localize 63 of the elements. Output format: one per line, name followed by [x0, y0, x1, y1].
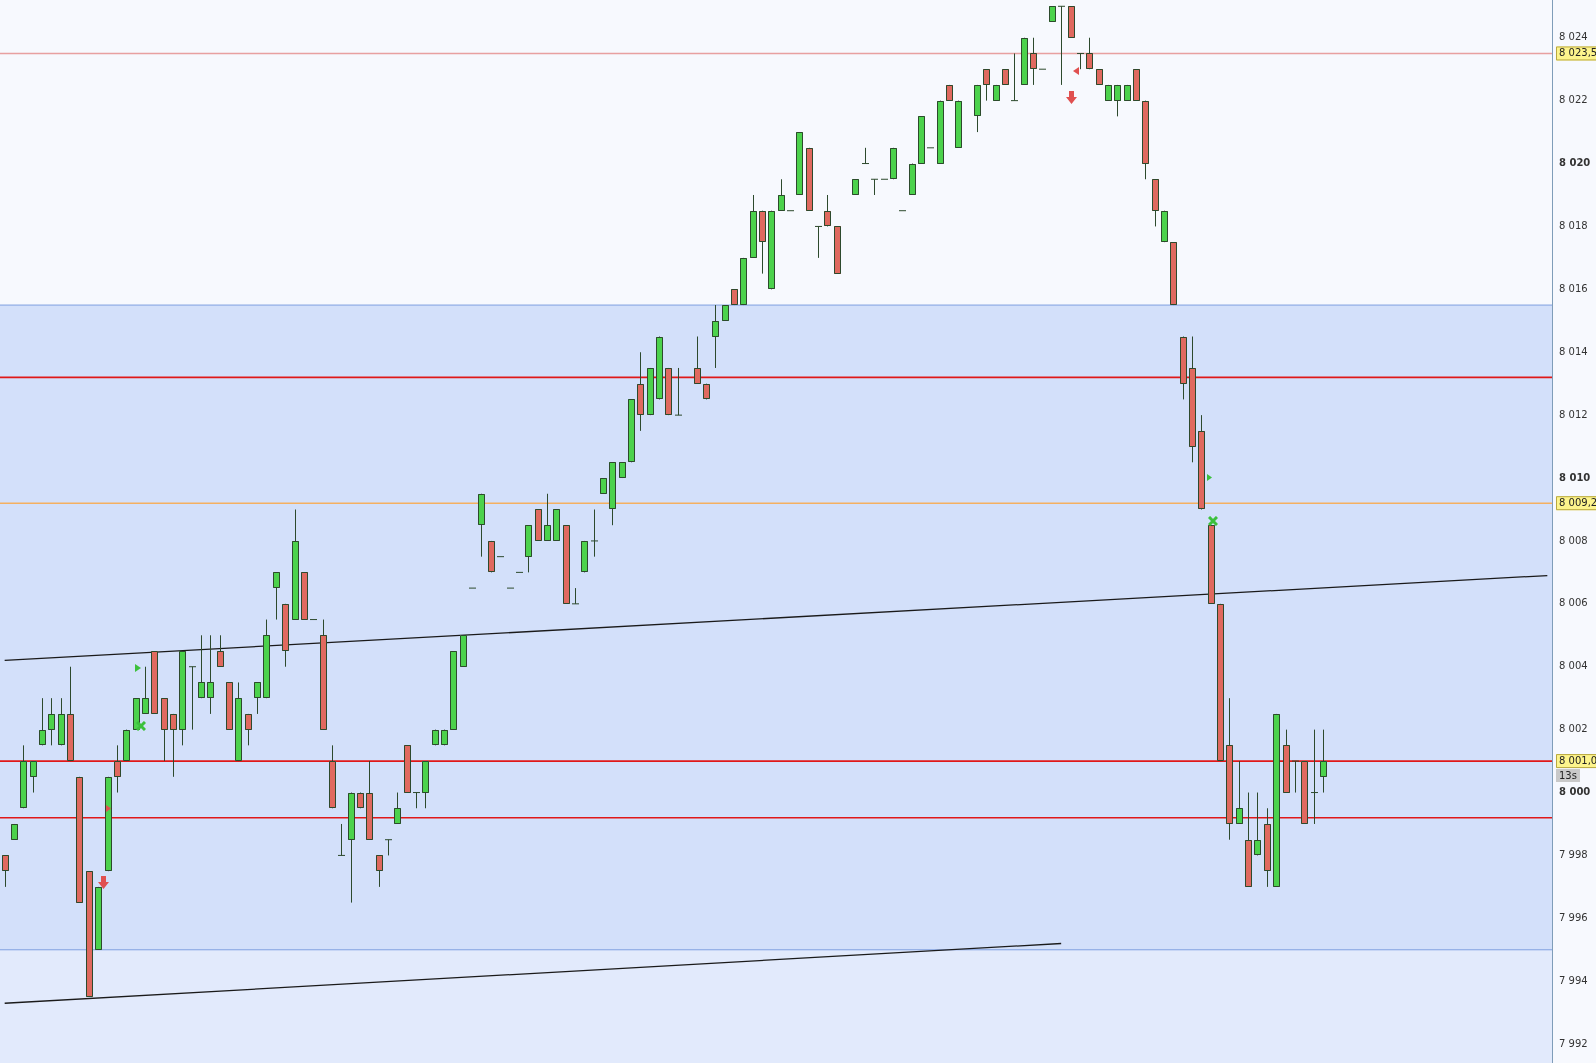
- candlestick: [376, 854, 383, 888]
- candlestick: [170, 713, 177, 778]
- candlestick: [1310, 729, 1319, 825]
- candlestick: [824, 194, 831, 227]
- candlestick: [814, 225, 823, 259]
- candlestick: [217, 634, 224, 668]
- candlestick: [1086, 37, 1093, 70]
- candlestick: [1320, 729, 1327, 794]
- y-tick-label: 8 012: [1559, 408, 1588, 420]
- y-tick-label: 8 000: [1559, 786, 1591, 798]
- candlestick: [544, 493, 551, 542]
- ref-line-label: 8 001,0: [1559, 754, 1596, 766]
- candlestick: [778, 178, 785, 212]
- candlestick: [2, 854, 9, 888]
- y-tick-label: 8 018: [1559, 220, 1588, 232]
- candlestick: [861, 147, 870, 165]
- candlestick: [337, 823, 346, 856]
- candlestick: [384, 839, 393, 856]
- candlestick: [1236, 760, 1243, 825]
- candlestick: [1114, 84, 1121, 117]
- candlestick: [30, 760, 37, 794]
- candlestick: [245, 713, 252, 746]
- candlestick: [1076, 52, 1085, 70]
- candlestick: [48, 697, 55, 746]
- ref-line-label: 8 009,2: [1559, 496, 1596, 508]
- text: 13s: [1556, 769, 1580, 783]
- y-tick-label: 8 020: [1559, 157, 1591, 169]
- candlestick: [273, 571, 280, 621]
- y-tick-label: 8 006: [1559, 597, 1588, 609]
- candlestick: [1010, 52, 1019, 102]
- candlestick: [394, 792, 401, 825]
- y-tick-label: 8 002: [1559, 723, 1588, 735]
- ref-line-label: 8 023,5: [1559, 47, 1596, 59]
- candlestick: [39, 697, 46, 746]
- candlestick: [254, 681, 261, 715]
- candlestick: [1057, 5, 1066, 86]
- y-tick-label: 7 992: [1559, 1037, 1588, 1049]
- candlestick: [114, 744, 121, 794]
- candlestick: [188, 666, 197, 731]
- y-tick-label: 8 010: [1559, 471, 1591, 483]
- candlestick: [412, 792, 421, 809]
- candlestick: [1030, 37, 1037, 86]
- candlestick: [983, 68, 990, 102]
- candlestick: [590, 508, 599, 558]
- y-tick-label: 8 004: [1559, 660, 1588, 672]
- candlestick: [198, 634, 205, 699]
- candlestick: [870, 178, 879, 196]
- candlestick: [694, 336, 701, 385]
- y-tick-label: 8 024: [1559, 31, 1588, 43]
- candlestick: [674, 367, 683, 416]
- candlestick: [207, 634, 214, 715]
- candlestick: [1291, 760, 1300, 794]
- candlestick: [1254, 792, 1261, 856]
- candlestick: [142, 666, 149, 715]
- y-tick-label: 8 008: [1559, 534, 1588, 546]
- candlestick: [712, 304, 719, 369]
- y-tick-label: 8 016: [1559, 282, 1588, 294]
- y-tick-label: 7 996: [1559, 911, 1588, 923]
- y-tick-label: 8 022: [1559, 94, 1588, 106]
- y-tick-label: 7 994: [1559, 974, 1588, 986]
- y-tick-label: 7 998: [1559, 849, 1588, 861]
- candlestick: [571, 587, 580, 605]
- y-tick-label: 8 014: [1559, 345, 1588, 357]
